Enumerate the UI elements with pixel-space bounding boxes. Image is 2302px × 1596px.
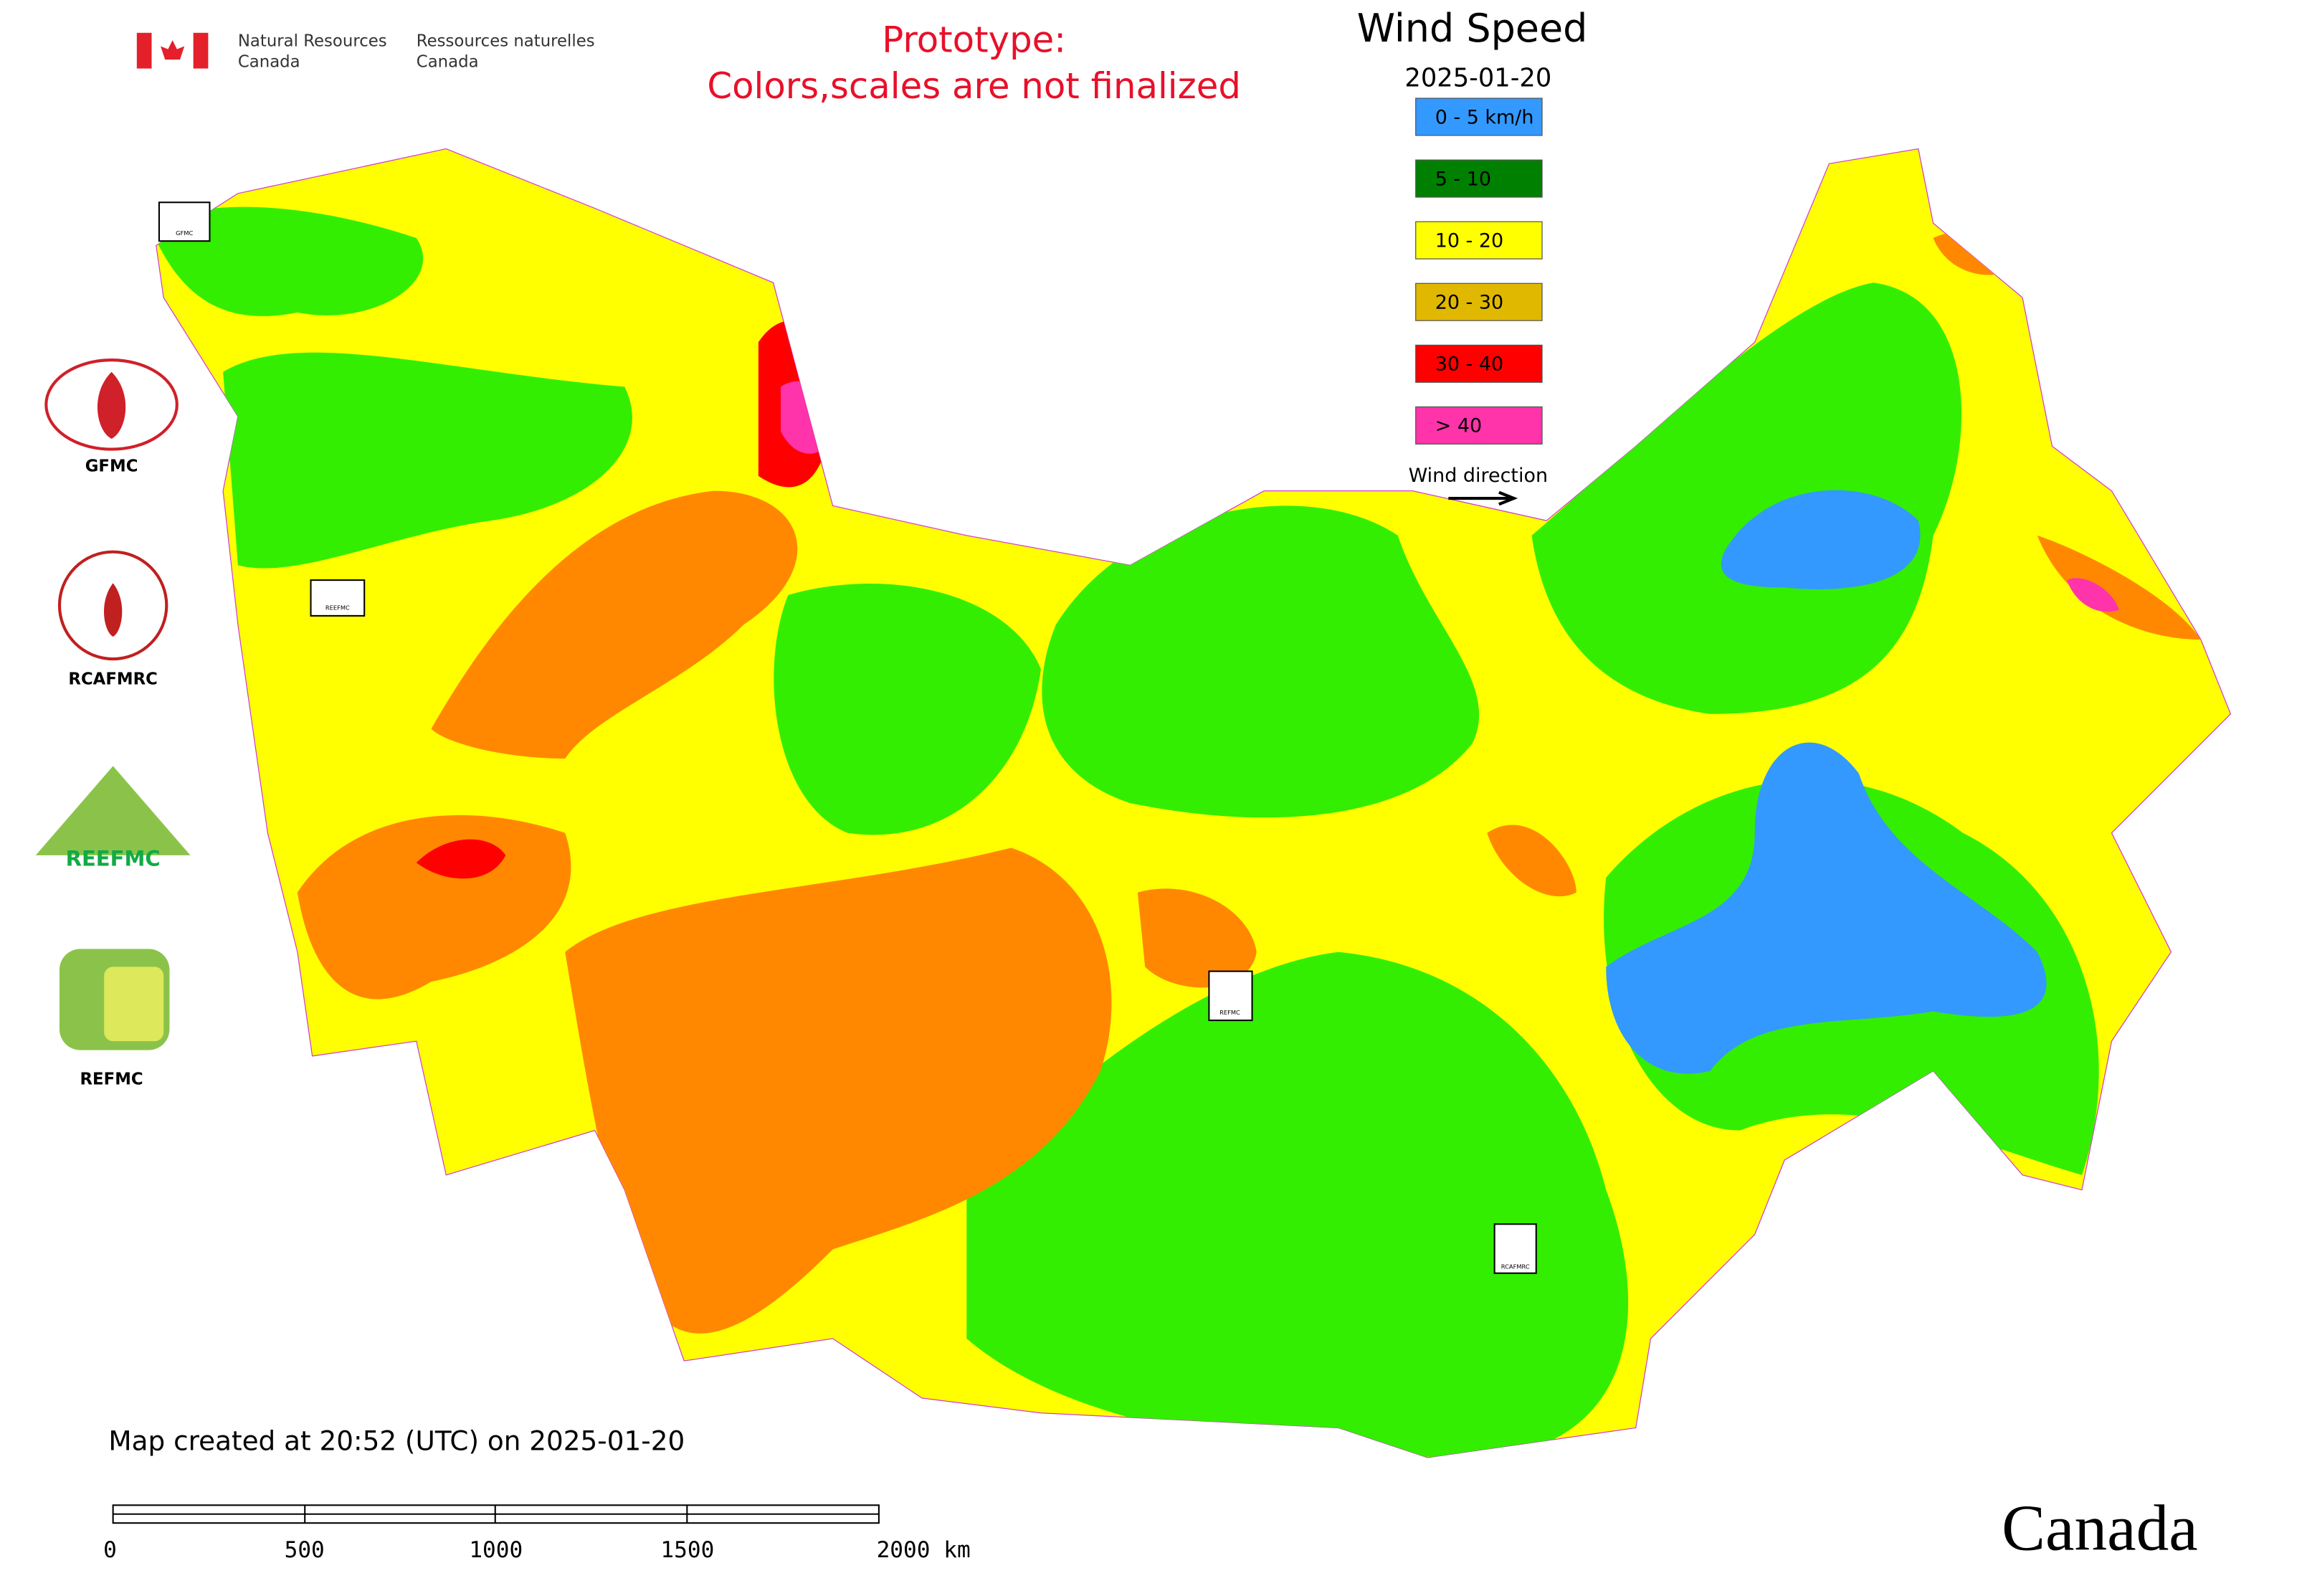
legend-label: 30 - 40 bbox=[1435, 353, 1503, 376]
legend-label: > 40 bbox=[1435, 415, 1482, 437]
scale-bar bbox=[112, 1504, 880, 1524]
legend-swatch bbox=[1415, 406, 1543, 445]
direction-arrow bbox=[1448, 490, 1518, 506]
scale-label: 1500 bbox=[660, 1537, 714, 1563]
logos: GFMC RCAFMRC REEFMC REFMC bbox=[35, 358, 191, 1088]
scale-label: 2000 km bbox=[877, 1537, 971, 1563]
notice: Colors,scales are not finalized bbox=[707, 65, 1241, 107]
org-name: Canada bbox=[417, 52, 479, 71]
legend-label: 20 - 30 bbox=[1435, 292, 1503, 314]
legend-title: Wind Speed bbox=[1357, 6, 1588, 51]
legend-label: 0 - 5 km/h bbox=[1435, 106, 1534, 128]
logo-label: REEFMC bbox=[66, 846, 161, 870]
legend: 0 - 5 km/h 5 - 10 10 - 20 20 - 30 30 - 40 > 4… bbox=[1415, 98, 1543, 445]
logo-label: REFMC bbox=[80, 1070, 143, 1088]
legend-swatch bbox=[1415, 98, 1543, 136]
marker-label: RCAFMRC bbox=[1501, 1263, 1530, 1270]
legend-swatch bbox=[1415, 282, 1543, 321]
legend-label: 5 - 10 bbox=[1435, 168, 1491, 190]
scale-label: 1000 bbox=[469, 1537, 523, 1563]
notice: Prototype: bbox=[882, 19, 1066, 61]
legend-swatch bbox=[1415, 221, 1543, 260]
canada-flag bbox=[136, 32, 209, 69]
scale-label: 500 bbox=[285, 1537, 325, 1563]
org-name: Natural Resources bbox=[238, 32, 387, 50]
direction-label: Wind direction bbox=[1409, 465, 1548, 487]
legend-date: 2025-01-20 bbox=[1404, 63, 1551, 92]
org-name: Ressources naturelles bbox=[417, 32, 595, 50]
marker-label: GFMC bbox=[176, 229, 193, 237]
legend-swatch bbox=[1415, 159, 1543, 198]
marker-label: REFMC bbox=[1219, 1009, 1240, 1016]
legend-label: 10 - 20 bbox=[1435, 229, 1503, 252]
canada-wordmark: Canada bbox=[2002, 1492, 2198, 1564]
map-markers: GFMC REEFMC REFMC RCAFMRC bbox=[158, 201, 1537, 1274]
legend-swatch bbox=[1415, 344, 1543, 383]
marker-label: REEFMC bbox=[325, 604, 350, 612]
org-name: Canada bbox=[238, 52, 300, 71]
scale-label: 0 bbox=[103, 1537, 117, 1563]
logo-label: GFMC bbox=[85, 457, 138, 476]
created-note: Map created at 20:52 (UTC) on 2025-01-20 bbox=[108, 1425, 685, 1457]
logo-label: RCAFMRC bbox=[68, 670, 157, 688]
wind-map bbox=[155, 148, 2232, 1458]
